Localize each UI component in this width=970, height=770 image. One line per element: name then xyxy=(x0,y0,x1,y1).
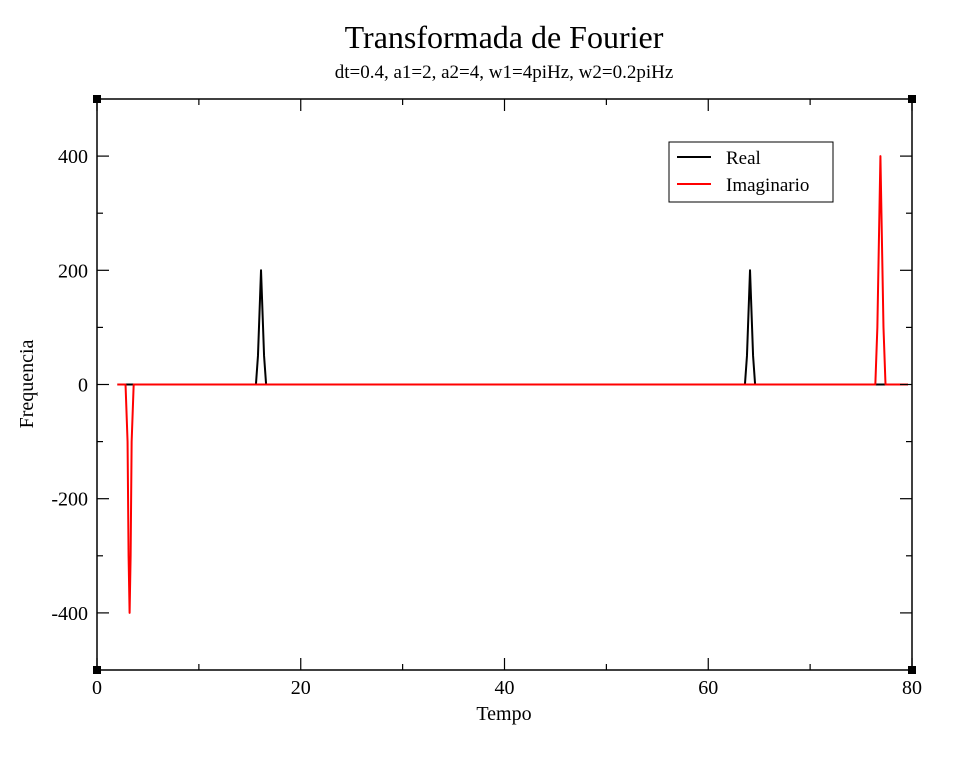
series-layer xyxy=(117,155,908,614)
legend-box xyxy=(668,141,834,203)
y-tick-label: 400 xyxy=(58,146,88,168)
series-line-imaginario xyxy=(117,155,908,614)
y-axis-ticks: -400 -200 0 200 400 xyxy=(51,146,912,625)
legend-label-real: Real xyxy=(726,148,761,169)
x-tick-label: 40 xyxy=(495,677,515,699)
x-tick-label: 60 xyxy=(698,677,718,699)
x-axis-ticks: 0 20 40 60 80 xyxy=(92,99,922,699)
series-line-real xyxy=(117,269,908,386)
x-tick-label: 80 xyxy=(902,677,922,699)
x-axis-label: Tempo xyxy=(476,703,531,725)
y-tick-label: -400 xyxy=(51,603,88,625)
y-tick-label: -200 xyxy=(51,489,88,511)
x-tick-label: 0 xyxy=(92,677,102,699)
legend-label-imaginario: Imaginario xyxy=(726,175,809,196)
y-tick-label: 200 xyxy=(58,260,88,282)
x-tick-label: 20 xyxy=(291,677,311,699)
y-tick-label: 0 xyxy=(78,375,88,397)
chart-subtitle: dt=0.4, a1=2, a2=4, w1=4piHz, w2=0.2piHz xyxy=(335,62,674,83)
chart-title: Transformada de Fourier xyxy=(345,19,664,55)
legend: Real Imaginario xyxy=(668,141,834,203)
y-axis-label: Frequencia xyxy=(16,339,38,428)
